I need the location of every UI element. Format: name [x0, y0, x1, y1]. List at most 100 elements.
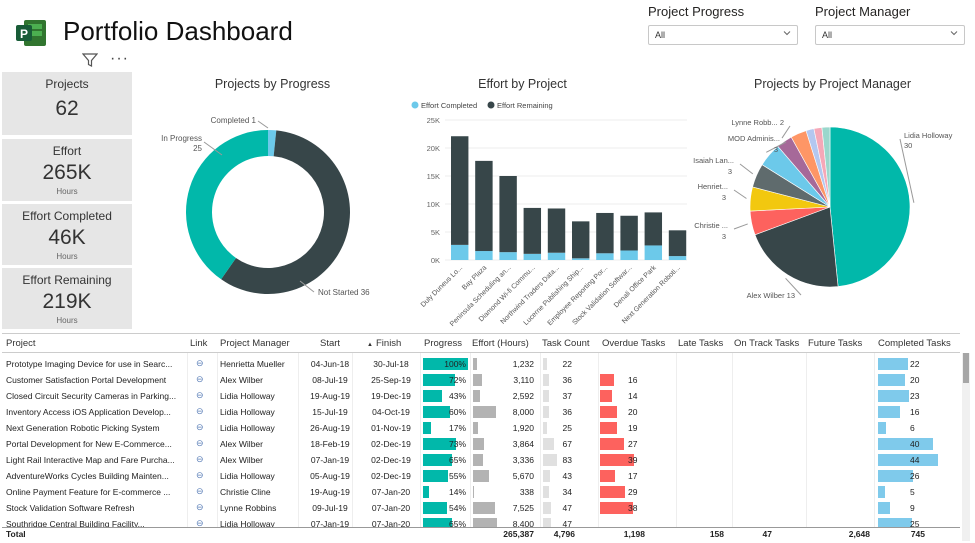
- column-header[interactable]: Overdue Tasks: [602, 338, 666, 349]
- table-row[interactable]: Prototype Imaging Device for use in Sear…: [2, 356, 960, 372]
- bar-completed[interactable]: [596, 253, 614, 260]
- bar-completed[interactable]: [475, 251, 493, 260]
- link-icon[interactable]: ⊖: [196, 470, 204, 480]
- table-row[interactable]: Closed Circuit Security Cameras in Parki…: [2, 388, 960, 404]
- leader-line[interactable]: [739, 163, 754, 175]
- column-header[interactable]: Task Count: [542, 338, 590, 349]
- table-row[interactable]: Stock Validation Software Refresh ⊖ Lynne …: [2, 500, 960, 516]
- project-name[interactable]: Southridge Central Building Facility...: [6, 519, 145, 529]
- table-row[interactable]: AdventureWorks Cycles Building Mainten..…: [2, 468, 960, 484]
- leader-line[interactable]: [203, 141, 223, 156]
- bar-remaining[interactable]: [499, 176, 517, 253]
- kpi-effort-completed-card[interactable]: Effort Completed 46K Hours: [2, 204, 132, 265]
- bar-remaining[interactable]: [620, 215, 638, 251]
- link-icon[interactable]: ⊖: [196, 422, 204, 432]
- project-name[interactable]: Prototype Imaging Device for use in Sear…: [6, 359, 173, 369]
- legend-marker[interactable]: [487, 101, 495, 109]
- leader-line[interactable]: [899, 138, 915, 203]
- bar-completed[interactable]: [668, 256, 687, 260]
- pie-slice[interactable]: [821, 126, 831, 208]
- link-icon[interactable]: ⊖: [196, 486, 204, 496]
- project-name[interactable]: Stock Validation Software Refresh: [6, 503, 135, 513]
- leader-line[interactable]: [785, 277, 802, 296]
- column-header[interactable]: Late Tasks: [678, 338, 724, 349]
- kpi-projects-card[interactable]: Projects 62: [2, 72, 132, 135]
- column-header[interactable]: On Track Tasks: [734, 338, 800, 349]
- bar-completed[interactable]: [572, 258, 590, 260]
- link-icon[interactable]: ⊖: [196, 390, 204, 400]
- donut-slice[interactable]: [268, 130, 277, 157]
- bar-completed[interactable]: [523, 253, 542, 260]
- table-scrollbar[interactable]: [962, 353, 970, 541]
- leader-line[interactable]: [781, 125, 791, 139]
- leader-line[interactable]: [733, 189, 747, 199]
- column-header[interactable]: Progress: [424, 338, 463, 349]
- kpi-effort-card[interactable]: Effort 265K Hours: [2, 139, 132, 201]
- pie-slice[interactable]: [829, 126, 911, 287]
- donut-slice[interactable]: [221, 130, 350, 294]
- leader-line[interactable]: [299, 280, 315, 293]
- bar-remaining[interactable]: [572, 221, 590, 259]
- link-icon[interactable]: ⊖: [196, 454, 204, 464]
- column-header[interactable]: Future Tasks: [808, 338, 863, 349]
- more-options-icon[interactable]: ···: [110, 50, 129, 67]
- overdue-count: 19: [628, 423, 638, 433]
- bar-completed[interactable]: [644, 245, 663, 260]
- bar-remaining[interactable]: [523, 207, 542, 254]
- project-name[interactable]: Next Generation Robotic Picking System: [6, 423, 160, 433]
- scrollbar-thumb[interactable]: [963, 353, 969, 383]
- link-icon[interactable]: ⊖: [196, 502, 204, 512]
- table-row[interactable]: Portal Development for New E-Commerce...…: [2, 436, 960, 452]
- link-icon[interactable]: ⊖: [196, 358, 204, 368]
- leader-line[interactable]: [257, 120, 269, 129]
- table-row[interactable]: Online Payment Feature for E-commerce ..…: [2, 484, 960, 500]
- bar-remaining[interactable]: [668, 230, 687, 257]
- project-name[interactable]: Online Payment Feature for E-commerce ..…: [6, 487, 171, 497]
- column-header[interactable]: Finish: [376, 338, 402, 349]
- bar-completed[interactable]: [620, 250, 638, 260]
- column-header[interactable]: Effort (Hours): [472, 338, 529, 349]
- finish-date: 30-Jul-18: [373, 359, 409, 369]
- bar-completed[interactable]: [451, 244, 469, 260]
- column-header[interactable]: Link: [190, 338, 208, 349]
- project-manager-dropdown[interactable]: All: [815, 25, 965, 45]
- link-icon[interactable]: ⊖: [196, 438, 204, 448]
- link-icon[interactable]: ⊖: [196, 406, 204, 416]
- column-header[interactable]: Project Manager: [220, 338, 290, 349]
- table-row[interactable]: Light Rail Interactive Map and Fare Purc…: [2, 452, 960, 468]
- legend-marker[interactable]: [411, 101, 419, 109]
- column-header[interactable]: Completed Tasks: [878, 338, 951, 349]
- pie-slice[interactable]: [754, 206, 839, 288]
- filter-icon[interactable]: [81, 52, 99, 68]
- project-name[interactable]: Light Rail Interactive Map and Fare Purc…: [6, 455, 175, 465]
- donut-slice[interactable]: [186, 130, 268, 280]
- effort-bar-chart[interactable]: Effort Completed Effort Remaining 0K 5K 10K 1…: [405, 95, 695, 330]
- bar-remaining[interactable]: [596, 212, 614, 254]
- bar-remaining[interactable]: [451, 136, 469, 245]
- leader-line[interactable]: [766, 141, 787, 153]
- bar-remaining[interactable]: [644, 212, 663, 246]
- table-row[interactable]: Next Generation Robotic Picking System ⊖ L…: [2, 420, 960, 436]
- table-row[interactable]: Customer Satisfaction Portal Development…: [2, 372, 960, 388]
- project-name[interactable]: AdventureWorks Cycles Building Mainten..…: [6, 471, 169, 481]
- bar-remaining[interactable]: [547, 208, 566, 253]
- progress-value: 54%: [448, 503, 466, 513]
- bar-completed[interactable]: [499, 252, 517, 260]
- link-icon[interactable]: ⊖: [196, 374, 204, 384]
- project-name[interactable]: Customer Satisfaction Portal Development: [6, 375, 167, 385]
- project-name[interactable]: Inventory Access iOS Application Develop…: [6, 407, 171, 417]
- leader-line[interactable]: [733, 223, 748, 230]
- bar-remaining[interactable]: [475, 160, 493, 252]
- column-header[interactable]: Project: [6, 338, 36, 349]
- project-progress-dropdown[interactable]: All: [648, 25, 798, 45]
- project-name[interactable]: Closed Circuit Security Cameras in Parki…: [6, 391, 177, 401]
- table-row[interactable]: Inventory Access iOS Application Develop…: [2, 404, 960, 420]
- table-row[interactable]: Southridge Central Building Facility... ⊖…: [2, 516, 960, 532]
- project-name[interactable]: Portal Development for New E-Commerce...: [6, 439, 172, 449]
- column-header[interactable]: Start: [320, 338, 341, 349]
- link-icon[interactable]: ⊖: [196, 518, 204, 528]
- kpi-effort-remaining-card[interactable]: Effort Remaining 219K Hours: [2, 268, 132, 329]
- bar-completed[interactable]: [547, 252, 566, 260]
